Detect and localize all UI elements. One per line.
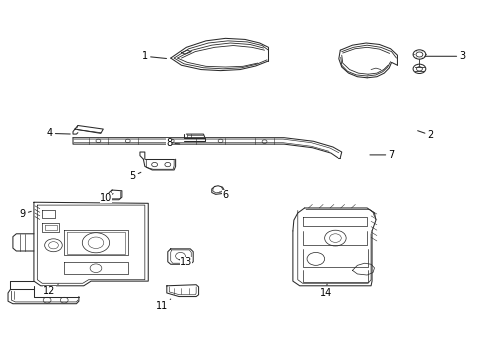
Text: 6: 6 xyxy=(220,190,228,200)
Text: 1: 1 xyxy=(142,51,167,61)
Text: 7: 7 xyxy=(370,150,395,160)
Text: 13: 13 xyxy=(179,257,193,267)
Text: 11: 11 xyxy=(156,299,171,311)
Text: 9: 9 xyxy=(20,209,31,219)
Text: 10: 10 xyxy=(99,193,113,203)
Text: 14: 14 xyxy=(319,284,332,298)
Text: 8: 8 xyxy=(166,138,180,148)
Text: 2: 2 xyxy=(417,130,434,140)
Text: 12: 12 xyxy=(44,284,58,296)
Text: 4: 4 xyxy=(47,129,70,138)
Text: 5: 5 xyxy=(129,171,141,181)
Text: 3: 3 xyxy=(425,51,465,61)
